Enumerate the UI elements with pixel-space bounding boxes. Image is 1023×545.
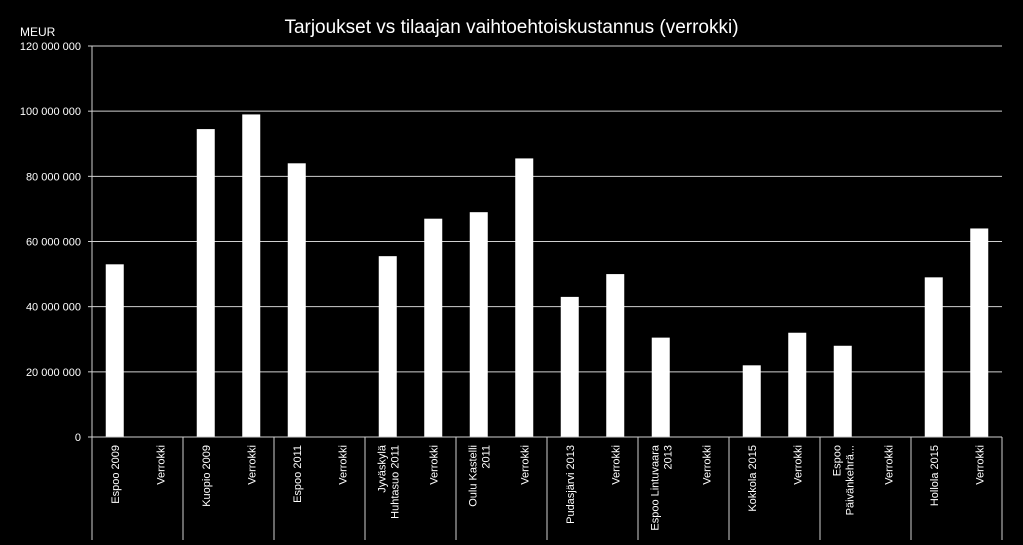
category-label: Verrokki — [883, 445, 895, 485]
category-label: Espoo 2009 — [110, 445, 122, 504]
bar — [424, 218, 443, 437]
y-tick-label: 60 000 000 — [26, 237, 81, 249]
y-tick-label: 80 000 000 — [26, 171, 81, 183]
category-label: Verrokki — [701, 445, 713, 485]
gridlines — [92, 45, 1002, 373]
category-label: Verrokki — [974, 445, 986, 485]
y-tick-label: 20 000 000 — [26, 367, 81, 379]
bar — [788, 332, 807, 437]
category-label: Verrokki — [428, 445, 440, 485]
bar — [560, 296, 579, 437]
category-label: Espoo 2011 — [292, 445, 304, 503]
category-label: EspooPäivänkehrä... — [831, 445, 856, 515]
category-label: Hollola 2015 — [929, 445, 941, 506]
category-label: Verrokki — [519, 445, 531, 485]
category-label: Espoo Lintuvaara2013 — [649, 444, 674, 530]
y-axis-ticks: 0 20 000 000 40 000 000 60 000 000 80 000 00… — [20, 41, 92, 444]
category-label: Verrokki — [246, 445, 258, 485]
category-label: Kuopio 2009 — [201, 445, 213, 507]
bar — [515, 158, 534, 437]
bar — [469, 212, 488, 437]
y-tick-label: 120 000 000 — [20, 41, 81, 53]
axes — [91, 46, 1003, 540]
y-axis-unit-label: MEUR — [20, 25, 56, 39]
y-tick-label: 40 000 000 — [26, 302, 81, 314]
bar — [833, 345, 852, 437]
category-label: Kokkola 2015 — [747, 445, 759, 512]
category-label: Oulu Kastelli2011 — [467, 445, 492, 507]
category-label: JyväskyläHuhtasuo 2011 — [376, 444, 401, 519]
bar — [970, 228, 989, 437]
y-tick-label: 0 — [75, 432, 81, 444]
bars — [105, 114, 989, 438]
bar — [378, 256, 397, 437]
bar — [287, 163, 306, 438]
bar — [742, 365, 761, 437]
chart-title: Tarjoukset vs tilaajan vaihtoehtoiskusta… — [284, 17, 739, 38]
category-label: Verrokki — [610, 445, 622, 485]
bar — [105, 264, 124, 437]
category-labels: Espoo 2009 Verrokki Kuopio 2009 Verrokki Esp… — [110, 444, 987, 530]
bar — [196, 129, 215, 437]
y-tick-label: 100 000 000 — [20, 106, 81, 118]
category-label: Verrokki — [337, 445, 349, 485]
category-label: Verrokki — [792, 445, 804, 485]
category-label: Pudasjärvi 2013 — [565, 445, 577, 524]
bar — [651, 337, 670, 437]
bar — [924, 277, 943, 437]
category-label: Verrokki — [155, 445, 167, 485]
bar — [606, 274, 625, 437]
bar — [242, 114, 261, 438]
